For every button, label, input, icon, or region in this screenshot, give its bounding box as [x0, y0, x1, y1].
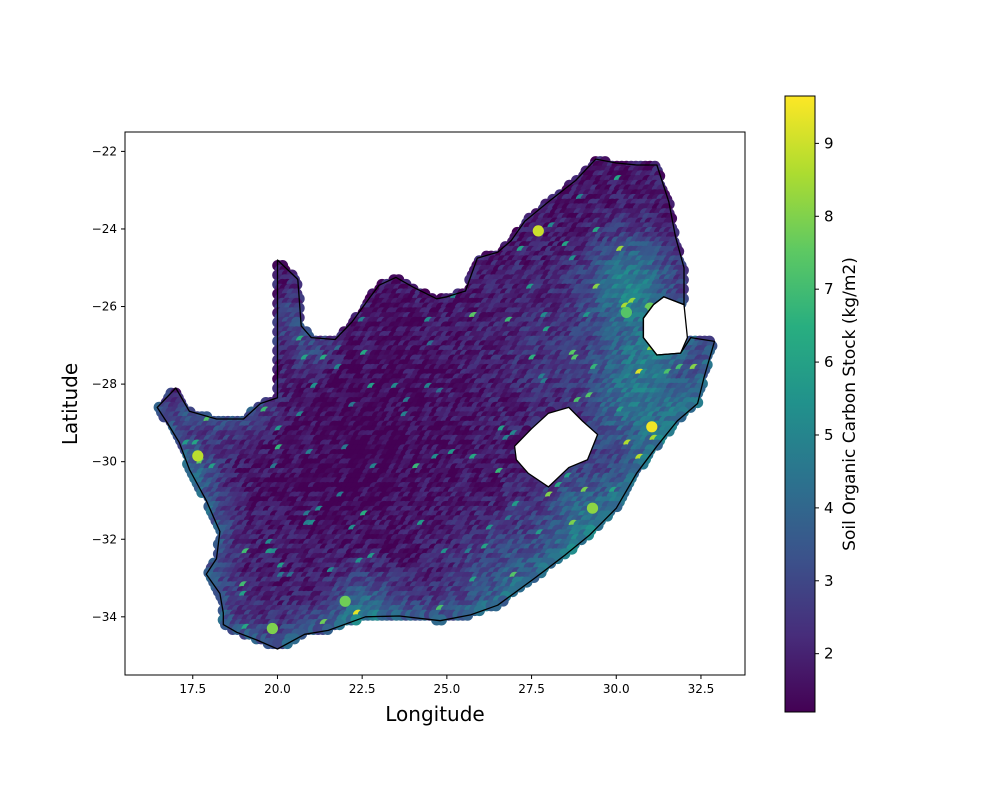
map-axes: 17.5 20.0 22.5 25.0 27.5 30.0 32.5 −22−24−26−2… [58, 131, 746, 726]
carbon-points [153, 156, 718, 650]
